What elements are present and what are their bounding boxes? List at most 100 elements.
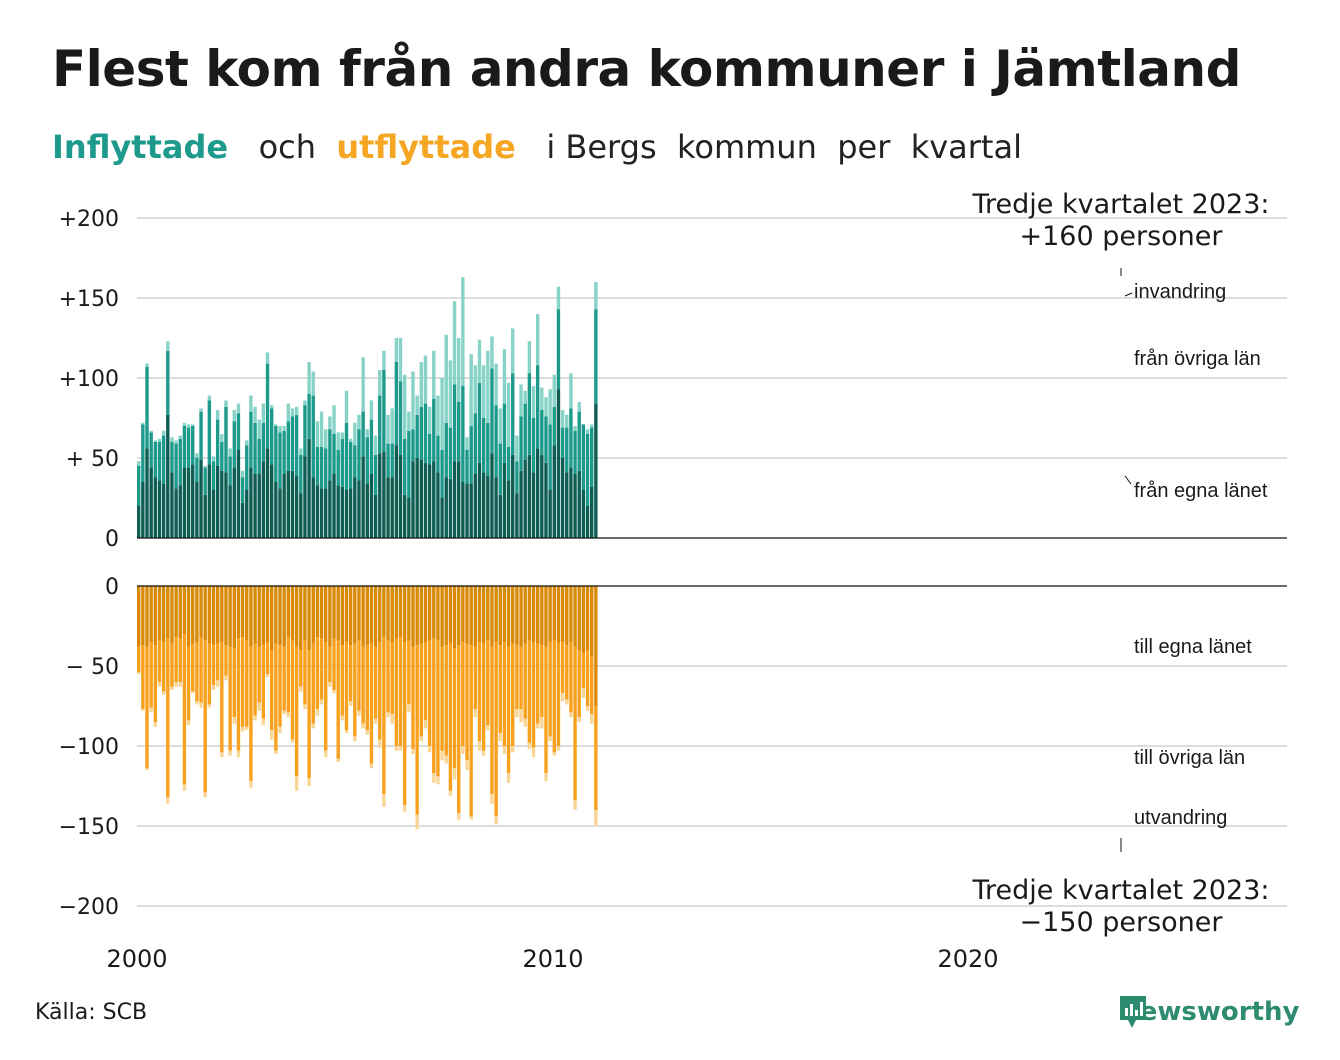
annotation-bottom-line2: −150 personer xyxy=(1019,907,1223,938)
outflow-emig-bar xyxy=(432,773,436,783)
outflow-own-bar xyxy=(465,586,469,644)
outflow-own-bar xyxy=(556,586,561,644)
inflow-other-bar xyxy=(461,386,465,482)
inflow-other-bar xyxy=(224,406,228,473)
inflow-immig-bar xyxy=(552,374,556,407)
outflow-other-bar xyxy=(411,646,415,750)
inflow-immig-bar xyxy=(286,403,291,422)
outflow-own-bar xyxy=(328,586,332,647)
inflow-immig-bar xyxy=(328,416,332,430)
outflow-emig-bar xyxy=(211,685,216,690)
inflow-immig-bar xyxy=(336,432,340,450)
subtitle-rest: i Bergs kommun per kvartal xyxy=(546,128,1022,166)
outflow-own-bar xyxy=(353,586,357,644)
inflow-other-bar xyxy=(407,430,411,498)
inflow-immig-bar xyxy=(378,370,382,396)
inflow-other-bar xyxy=(523,403,527,460)
inflow-own-bar xyxy=(481,472,486,538)
inflow-other-bar xyxy=(178,438,182,486)
inflow-own-bar xyxy=(573,474,577,538)
outflow-emig-bar xyxy=(149,707,153,713)
outflow-other-bar xyxy=(195,642,199,702)
outflow-bars xyxy=(137,586,598,830)
inflow-other-bar xyxy=(361,411,365,457)
inflow-immig-bar xyxy=(386,414,390,444)
outflow-own-bar xyxy=(141,586,145,646)
outflow-other-bar xyxy=(490,646,494,794)
source-label: Källa: SCB xyxy=(35,1000,148,1025)
outflow-emig-bar xyxy=(137,672,141,674)
inflow-own-bar xyxy=(261,461,266,538)
inflow-own-bar xyxy=(527,454,532,538)
outflow-emig-bar xyxy=(324,750,328,758)
outflow-own-bar xyxy=(594,586,598,706)
outflow-emig-bar xyxy=(585,706,590,711)
inflow-other-bar xyxy=(274,426,278,482)
brand-logo[interactable]: Newsworthy xyxy=(1118,994,1299,1030)
inflow-other-bar xyxy=(199,411,203,460)
inflow-other-bar xyxy=(278,432,282,489)
inflow-immig-bar xyxy=(178,435,182,439)
inflow-immig-bar xyxy=(531,386,536,418)
inflow-immig-bar xyxy=(232,410,236,422)
y-tick-out: − 50 xyxy=(66,655,119,680)
inflow-own-bar xyxy=(294,475,299,538)
inflow-immig-bar xyxy=(245,440,249,446)
inflow-other-bar xyxy=(240,477,245,503)
outflow-emig-bar xyxy=(577,717,581,722)
inflow-immig-bar xyxy=(556,286,561,310)
outflow-other-bar xyxy=(523,643,527,719)
inflow-immig-bar xyxy=(157,438,162,442)
inflow-other-bar xyxy=(207,400,212,465)
inflow-immig-bar xyxy=(411,371,415,430)
inflow-other-bar xyxy=(581,424,586,490)
inflow-own-bar xyxy=(161,483,166,538)
inflow-other-bar xyxy=(340,438,345,487)
inflow-other-bar xyxy=(544,416,548,463)
inflow-other-bar xyxy=(556,309,561,390)
inflow-immig-bar xyxy=(465,437,469,450)
outflow-emig-bar xyxy=(153,722,158,727)
inflow-other-bar xyxy=(286,421,291,471)
inflow-immig-bar xyxy=(511,328,515,374)
inflow-own-bar xyxy=(560,458,565,538)
inflow-own-bar xyxy=(452,461,457,538)
inflow-other-bar xyxy=(540,410,544,455)
inflow-immig-bar xyxy=(365,429,369,438)
outflow-other-bar xyxy=(394,638,399,746)
inflow-immig-bar xyxy=(577,402,581,412)
outflow-own-bar xyxy=(382,586,386,638)
outflow-emig-bar xyxy=(307,778,311,786)
inflow-immig-bar xyxy=(432,350,436,399)
outflow-emig-bar xyxy=(511,746,515,753)
inflow-immig-bar xyxy=(361,357,365,412)
inflow-immig-bar xyxy=(141,422,145,425)
outflow-emig-bar xyxy=(415,814,419,830)
inflow-immig-bar xyxy=(415,395,419,415)
outflow-own-bar xyxy=(299,586,303,650)
outflow-emig-bar xyxy=(294,776,299,791)
inflow-immig-bar xyxy=(290,408,295,417)
inflow-own-bar xyxy=(552,445,556,538)
inflow-immig-bar xyxy=(461,277,465,386)
inflow-own-bar xyxy=(311,477,315,538)
outflow-other-bar xyxy=(407,640,411,705)
outflow-other-bar xyxy=(423,642,428,721)
outflow-other-bar xyxy=(506,646,511,774)
outflow-other-bar xyxy=(294,646,299,777)
outflow-emig-bar xyxy=(390,714,394,724)
annotation-bottom-line1: Tredje kvartalet 2023: xyxy=(972,875,1270,906)
outflow-other-bar xyxy=(315,637,320,710)
inflow-other-bar xyxy=(465,450,469,484)
inflow-own-bar xyxy=(378,453,382,538)
outflow-emig-bar xyxy=(573,800,577,810)
outflow-emig-bar xyxy=(348,701,353,706)
outflow-emig-bar xyxy=(386,712,390,718)
outflow-other-bar xyxy=(461,642,465,746)
inflow-immig-bar xyxy=(565,414,569,428)
inflow-immig-bar xyxy=(166,341,170,351)
outflow-own-bar xyxy=(257,586,261,647)
outflow-own-bar xyxy=(581,586,586,654)
outflow-other-bar xyxy=(340,645,345,716)
inflow-other-bar xyxy=(182,426,187,468)
